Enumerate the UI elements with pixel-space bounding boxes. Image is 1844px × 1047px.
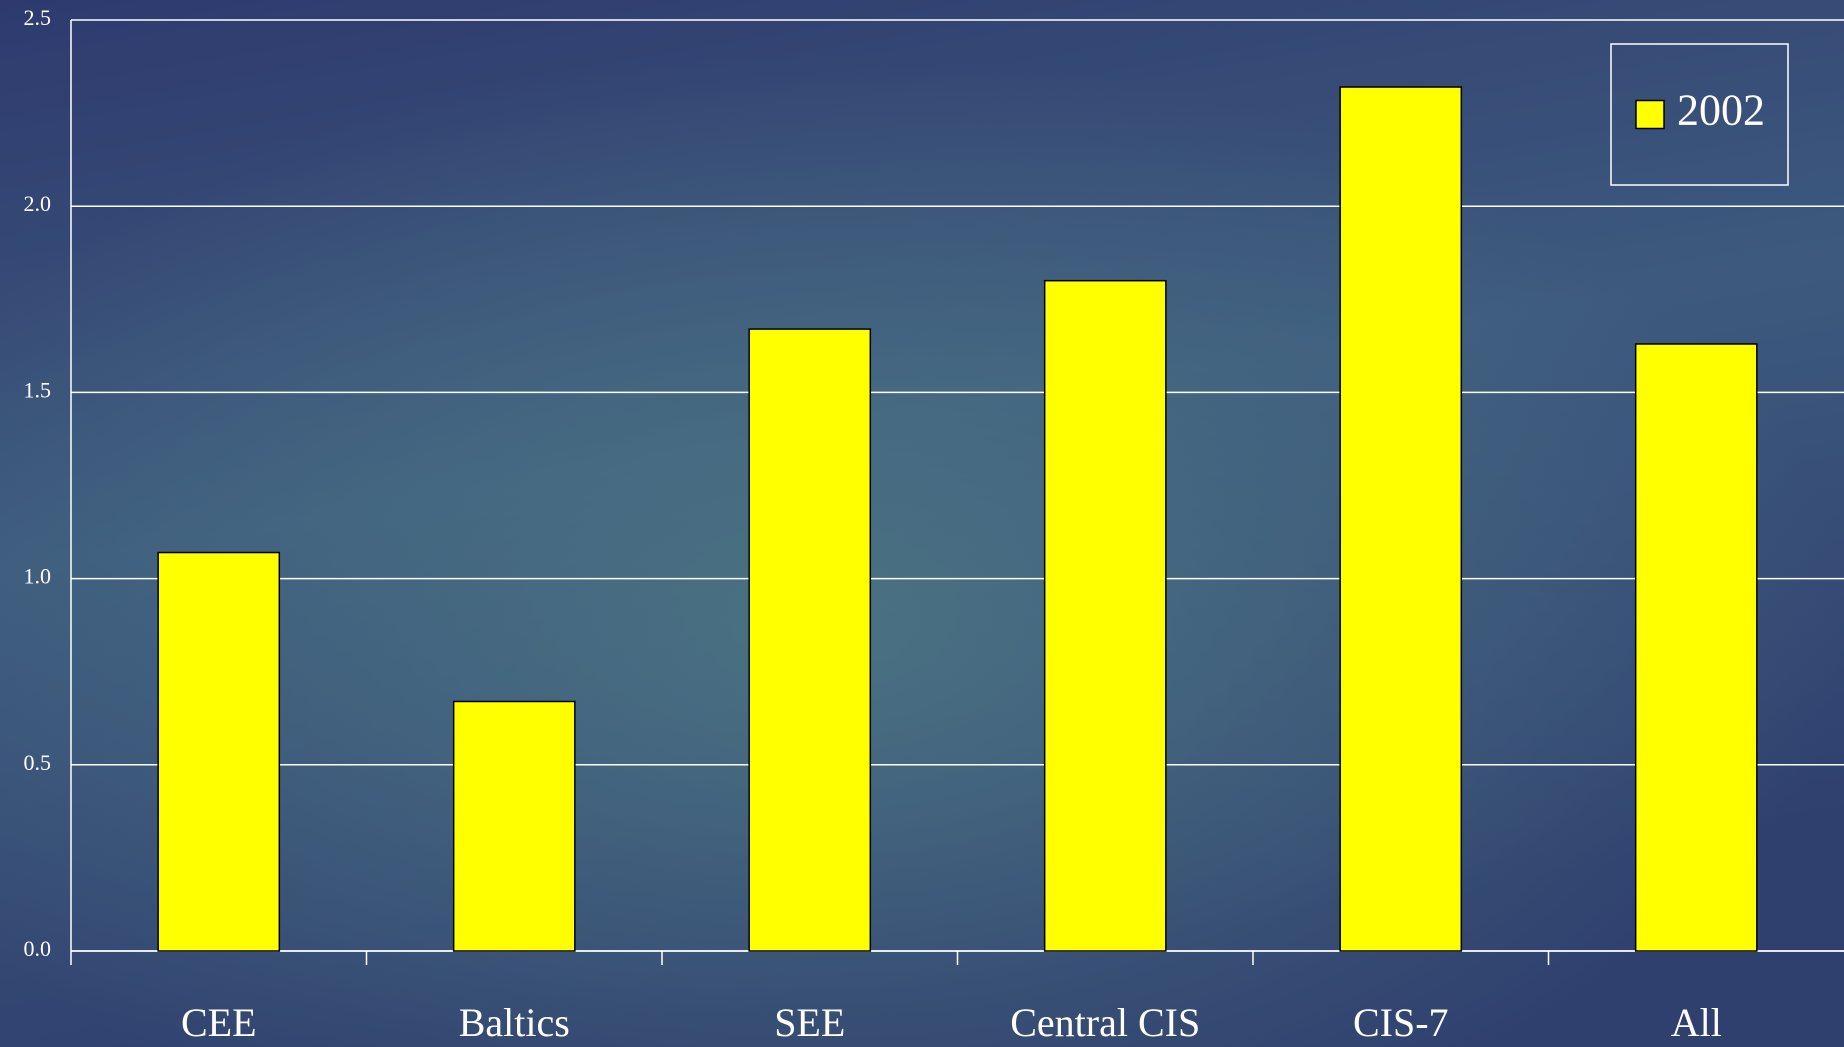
x-tick-label: SEE xyxy=(774,1000,845,1045)
y-tick-label: 0.5 xyxy=(24,750,52,775)
y-tick-label: 0.0 xyxy=(24,936,52,961)
bar xyxy=(748,328,872,952)
y-tick-label: 2.5 xyxy=(24,5,52,30)
x-tick-label: CIS-7 xyxy=(1353,1000,1449,1045)
legend-label: 2002 xyxy=(1677,86,1765,135)
x-tick-label: CEE xyxy=(181,1000,257,1045)
bar xyxy=(452,700,576,952)
x-tick-label: Central CIS xyxy=(1010,1000,1200,1045)
y-tick-label: 1.0 xyxy=(24,564,52,589)
bar xyxy=(1043,279,1167,952)
x-tick-label: Baltics xyxy=(459,1000,570,1045)
bar xyxy=(1634,343,1758,952)
bar xyxy=(157,551,281,952)
legend-swatch xyxy=(1635,99,1665,130)
y-tick-label: 2.0 xyxy=(24,191,52,216)
legend-box xyxy=(1610,43,1789,186)
x-tick-label: All xyxy=(1671,1000,1722,1045)
bar xyxy=(1339,86,1463,952)
y-tick-label: 1.5 xyxy=(24,377,52,402)
